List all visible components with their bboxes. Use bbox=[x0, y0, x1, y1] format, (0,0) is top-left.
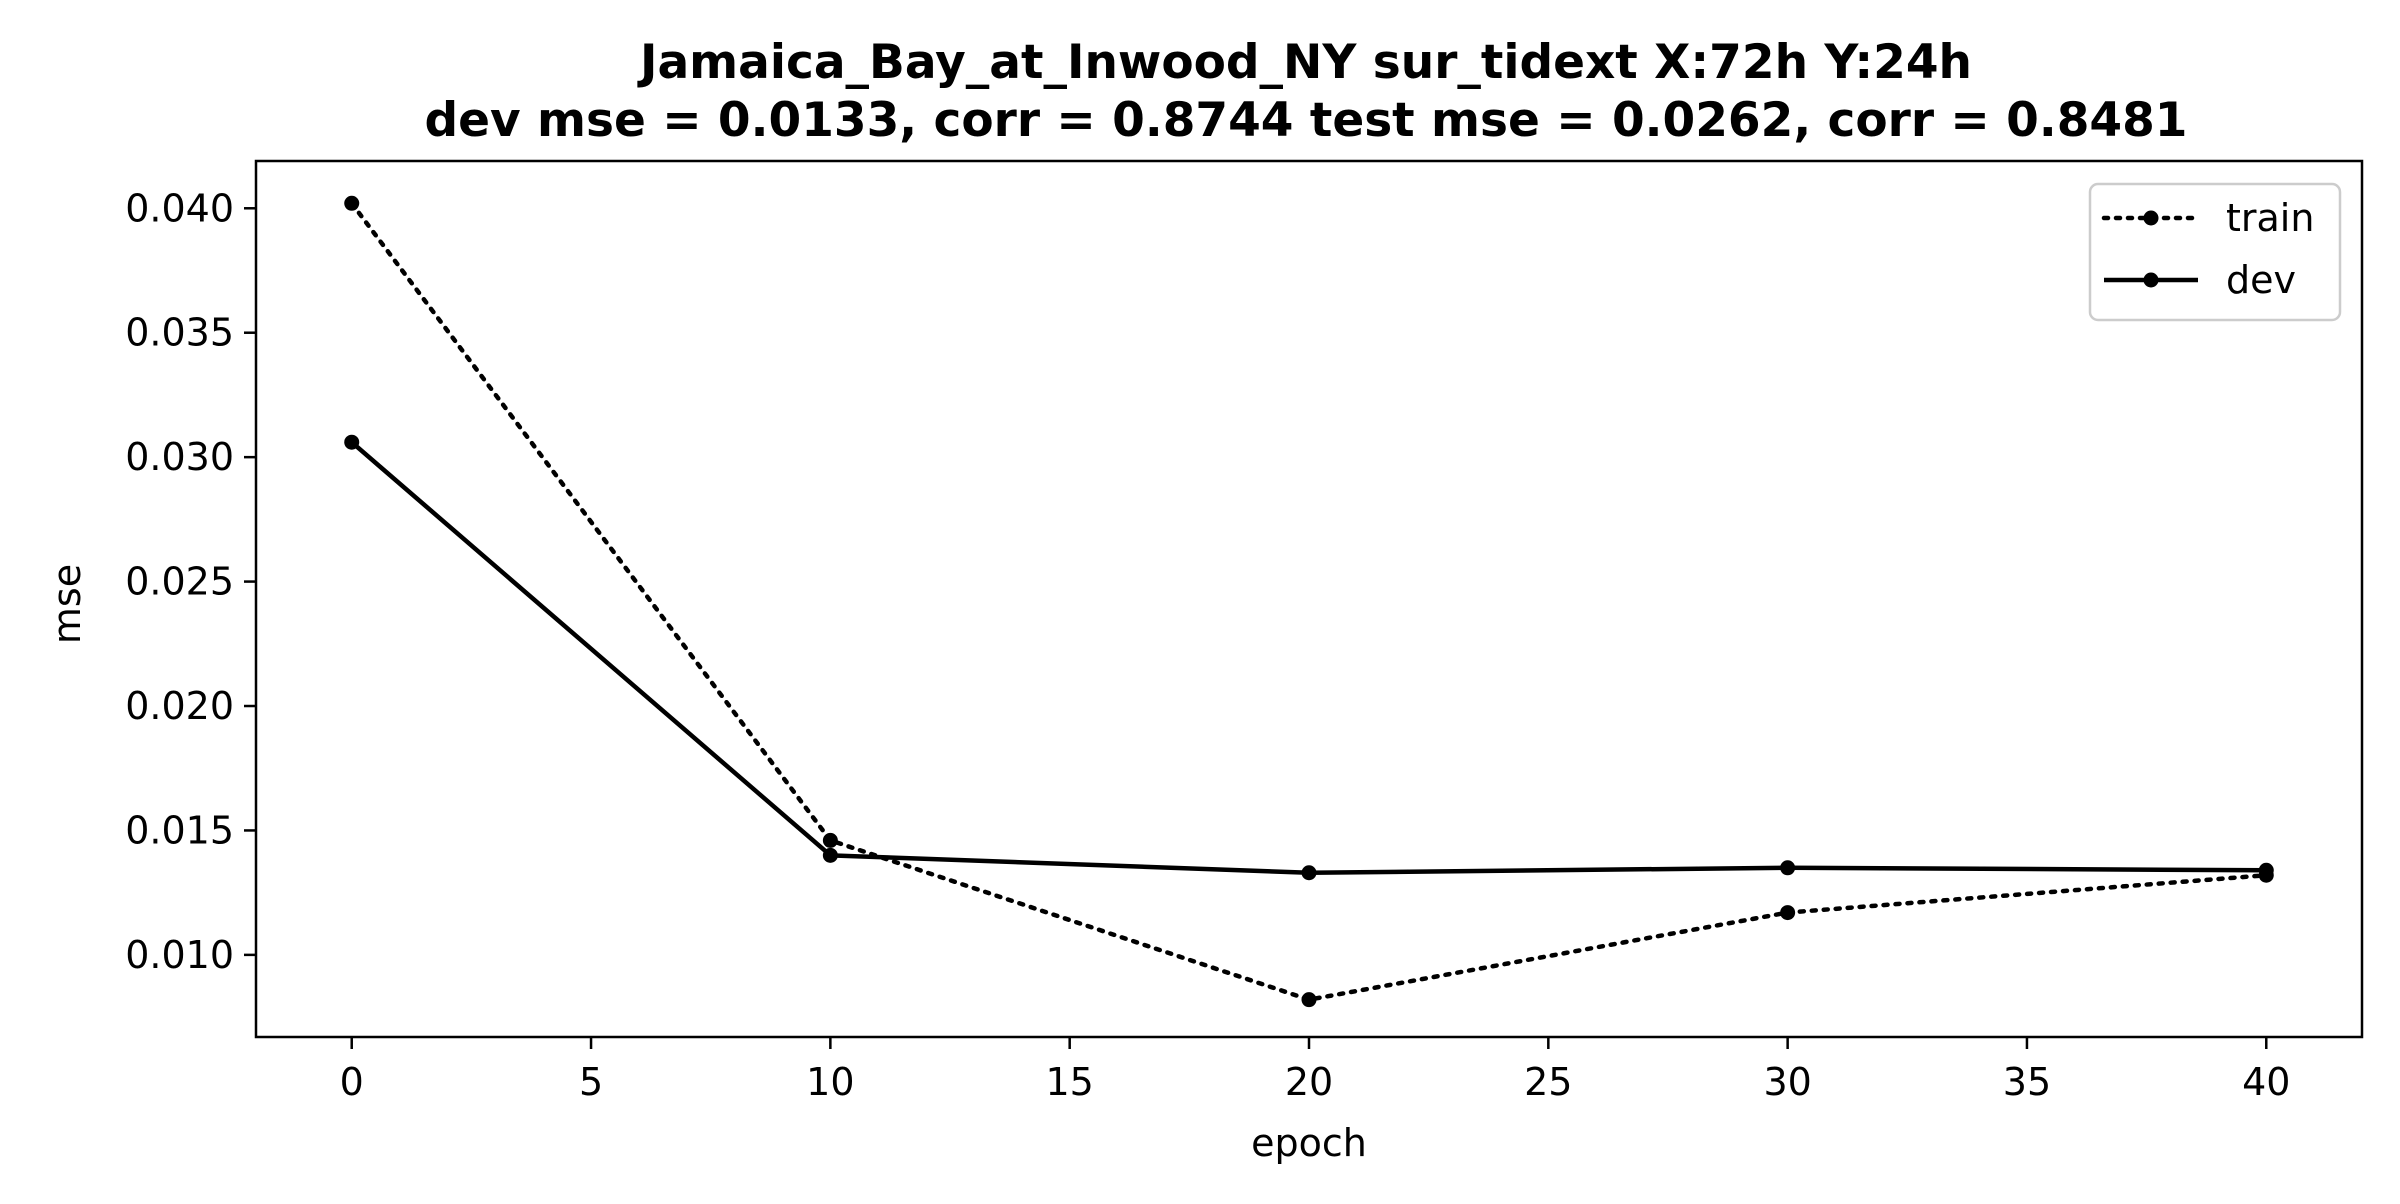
data-point-train bbox=[344, 195, 360, 211]
chart-subtitle: dev mse = 0.0133, corr = 0.8744 test mse… bbox=[424, 93, 2187, 148]
y-tick-label: 0.020 bbox=[125, 684, 234, 728]
x-tick-label: 10 bbox=[806, 1060, 854, 1104]
x-tick-label: 35 bbox=[2003, 1060, 2051, 1104]
data-point-dev bbox=[344, 434, 360, 450]
y-tick-label: 0.025 bbox=[125, 560, 234, 604]
x-tick-label: 20 bbox=[1285, 1060, 1333, 1104]
y-axis-ticks: 0.010 0.015 0.020 0.025 0.030 0.035 0.040 bbox=[125, 186, 256, 977]
x-axis-label: epoch bbox=[1251, 1121, 1367, 1165]
x-tick-label: 15 bbox=[1046, 1060, 1094, 1104]
y-tick-label: 0.040 bbox=[125, 186, 234, 230]
series-group bbox=[344, 195, 2274, 1008]
chart-title: Jamaica_Bay_at_Inwood_NY sur_tidext X:72… bbox=[637, 35, 1972, 90]
x-tick-label: 30 bbox=[1763, 1060, 1811, 1104]
y-axis-label: mse bbox=[45, 564, 89, 644]
legend-marker-train bbox=[2143, 210, 2159, 226]
plot-frame bbox=[254, 159, 2364, 1039]
x-tick-label: 0 bbox=[340, 1060, 364, 1104]
legend-marker-dev bbox=[2143, 272, 2159, 288]
y-tick-label: 0.035 bbox=[125, 311, 234, 355]
data-point-dev bbox=[2258, 862, 2274, 878]
y-tick-label: 0.030 bbox=[125, 435, 234, 479]
data-point-train bbox=[1780, 905, 1796, 921]
x-axis-ticks: 0 5 10 15 20 25 30 35 40 bbox=[340, 1037, 2290, 1104]
y-tick-label: 0.010 bbox=[125, 933, 234, 977]
data-point-dev bbox=[1780, 860, 1796, 876]
y-tick-label: 0.015 bbox=[125, 808, 234, 852]
data-point-train bbox=[1301, 992, 1317, 1008]
legend-label-train: train bbox=[2226, 196, 2314, 240]
x-tick-label: 5 bbox=[579, 1060, 603, 1104]
legend-label-dev: dev bbox=[2226, 258, 2296, 302]
legend: train dev bbox=[2088, 182, 2342, 322]
data-point-dev bbox=[822, 847, 838, 863]
data-point-train bbox=[822, 832, 838, 848]
x-tick-label: 25 bbox=[1524, 1060, 1572, 1104]
x-tick-label: 40 bbox=[2242, 1060, 2290, 1104]
data-point-dev bbox=[1301, 865, 1317, 881]
